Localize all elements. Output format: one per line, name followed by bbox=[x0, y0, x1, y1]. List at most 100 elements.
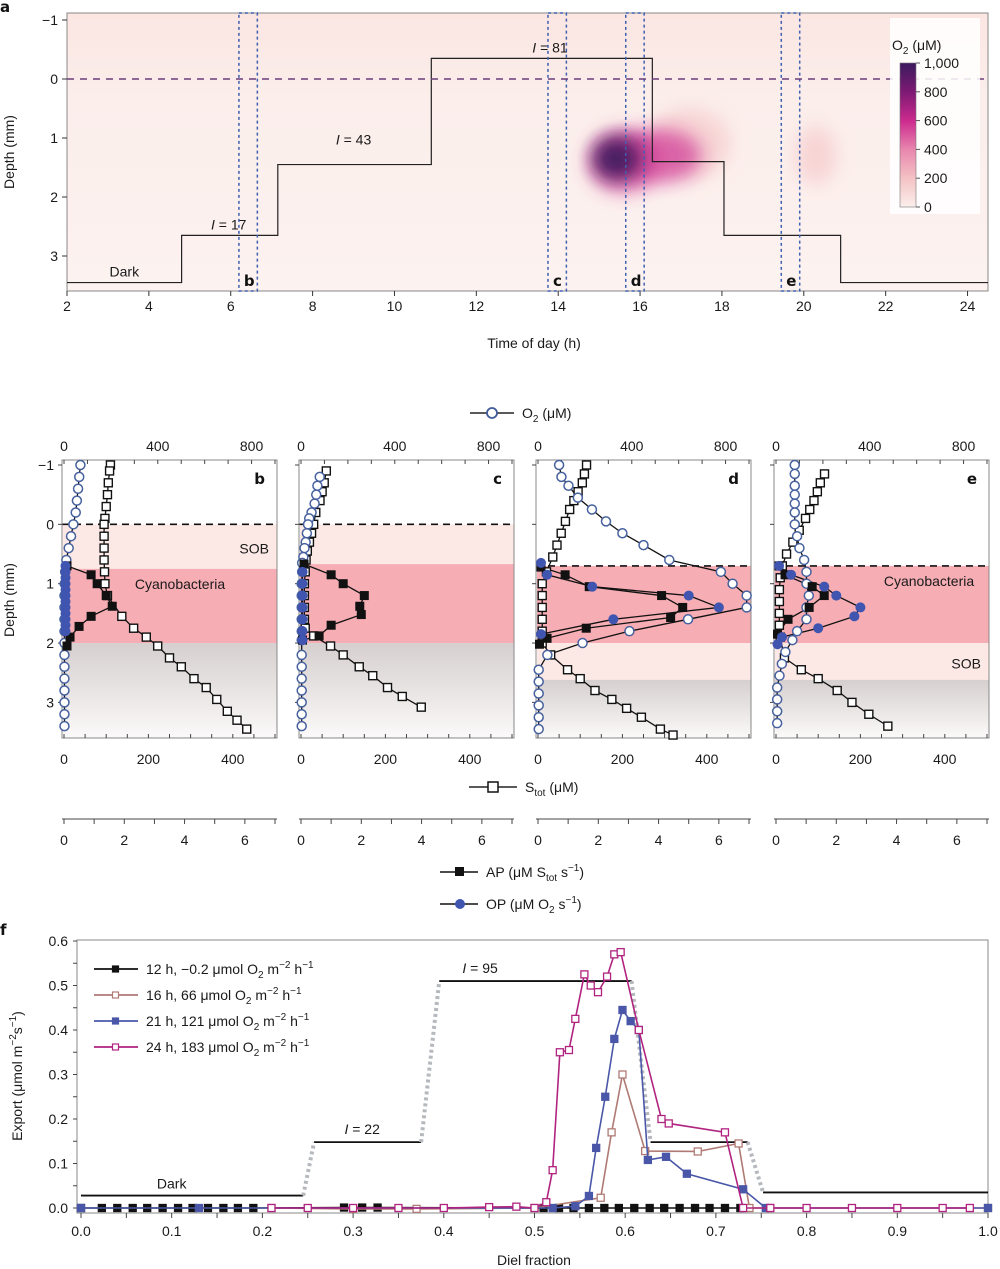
stot-point bbox=[607, 694, 617, 705]
o2-point bbox=[600, 516, 612, 527]
data-point bbox=[690, 1203, 700, 1213]
ap-point bbox=[92, 579, 102, 589]
ap-point bbox=[326, 620, 336, 630]
x-tick-label: 0.9 bbox=[888, 1223, 908, 1239]
o2-tick-label: 400 bbox=[146, 438, 170, 454]
stot-point bbox=[176, 662, 187, 672]
stot-tick-label: 0 bbox=[60, 751, 68, 767]
stot-tick-label: 400 bbox=[221, 751, 245, 767]
o2-point bbox=[59, 685, 70, 696]
data-point bbox=[512, 1202, 521, 1211]
x-tick-label: 18 bbox=[714, 298, 730, 314]
ap-point bbox=[299, 559, 309, 569]
o2-point bbox=[533, 723, 544, 735]
rate-tick-label: 4 bbox=[655, 832, 663, 848]
ap-point bbox=[107, 601, 117, 611]
light-label-43: I = 43 bbox=[336, 132, 372, 148]
data-point bbox=[601, 1092, 610, 1101]
panel-label: b bbox=[254, 470, 265, 488]
ap-point bbox=[783, 614, 793, 624]
stot-legend-marker bbox=[487, 781, 499, 793]
ap-point bbox=[819, 591, 829, 601]
data-point bbox=[548, 1166, 557, 1175]
op-legend-marker bbox=[455, 899, 465, 909]
series-3 bbox=[267, 947, 975, 1213]
o2-point bbox=[533, 700, 544, 711]
data-point bbox=[720, 1128, 730, 1137]
stot-tick-label: 200 bbox=[137, 751, 161, 767]
o2-point bbox=[801, 614, 812, 625]
y-tick-label: 3 bbox=[50, 248, 58, 264]
data-point bbox=[607, 1128, 616, 1137]
o2-legend-label: O2 (μM) bbox=[522, 405, 571, 425]
ap-point bbox=[666, 613, 676, 623]
y-tick-label: 0 bbox=[46, 516, 54, 532]
o2-point bbox=[787, 634, 798, 646]
data-point bbox=[571, 1202, 580, 1211]
o2-point bbox=[774, 670, 785, 681]
data-point bbox=[267, 1203, 276, 1213]
o2-hotspot bbox=[795, 126, 837, 186]
profile-panel-b: SOB Cyanobacteria b 0 400 800 −1 0 1 2 3 0 200 400 0 2 4… bbox=[38, 438, 278, 848]
colorbar-tick-label: 0 bbox=[924, 199, 932, 215]
x-tick-label: 24 bbox=[960, 298, 976, 314]
data-point bbox=[657, 1114, 666, 1124]
o2-legend: O2 (μM) bbox=[470, 405, 571, 425]
op-point bbox=[542, 569, 553, 580]
data-point bbox=[76, 1203, 86, 1213]
data-point bbox=[682, 1169, 692, 1178]
ap-legend-marker bbox=[455, 867, 464, 876]
ap-point bbox=[65, 632, 75, 642]
y-tick-label: −1 bbox=[42, 12, 58, 28]
stot-point bbox=[128, 623, 139, 633]
x-tick-label: 14 bbox=[550, 298, 566, 314]
stot-point bbox=[325, 641, 336, 651]
o2-point bbox=[296, 709, 307, 720]
op-point bbox=[297, 635, 308, 646]
data-point bbox=[610, 1034, 619, 1044]
stot-point bbox=[99, 519, 109, 530]
data-point bbox=[626, 1016, 635, 1026]
stot-point bbox=[883, 721, 893, 731]
stot-point bbox=[800, 513, 811, 524]
o2-tick-label: 0 bbox=[297, 438, 305, 454]
stot-point bbox=[548, 552, 558, 562]
stot-point bbox=[774, 608, 785, 619]
stot-point bbox=[397, 691, 407, 702]
o2-point bbox=[68, 519, 79, 530]
data-point bbox=[564, 1045, 574, 1055]
ap-point bbox=[657, 591, 667, 601]
rate-tick-label: 0 bbox=[297, 832, 305, 848]
o2-point bbox=[542, 649, 553, 661]
legend-marker bbox=[111, 991, 120, 999]
data-point bbox=[194, 1203, 204, 1213]
o2-tick-label: 0 bbox=[772, 438, 780, 454]
rate-tick-label: 2 bbox=[120, 832, 128, 848]
data-point bbox=[614, 1203, 624, 1213]
data-point bbox=[720, 1203, 730, 1213]
op-point bbox=[774, 560, 785, 571]
data-point bbox=[618, 1005, 627, 1015]
o2-point bbox=[314, 471, 326, 483]
o2-point bbox=[794, 542, 805, 554]
rate-tick-label: 6 bbox=[241, 832, 249, 848]
profile-window-label: c bbox=[553, 272, 562, 290]
ap-point bbox=[581, 623, 591, 633]
stot-point bbox=[815, 478, 826, 488]
data-point bbox=[348, 1203, 358, 1213]
ap-point bbox=[62, 641, 72, 651]
zone-label-cyanobacteria: Cyanobacteria bbox=[884, 573, 974, 589]
op-legend-label: OP (μM O2 s−1) bbox=[486, 895, 582, 916]
o2-point bbox=[533, 688, 544, 699]
data-point bbox=[983, 1203, 993, 1213]
o2-point bbox=[789, 480, 801, 492]
x-tick-label: 16 bbox=[632, 298, 648, 314]
o2-point bbox=[789, 459, 801, 471]
stot-point bbox=[621, 703, 632, 714]
light-step-line bbox=[67, 57, 988, 284]
x-tick-label: 0.8 bbox=[797, 1223, 817, 1239]
ap-point bbox=[355, 601, 365, 611]
data-point bbox=[705, 1203, 714, 1213]
